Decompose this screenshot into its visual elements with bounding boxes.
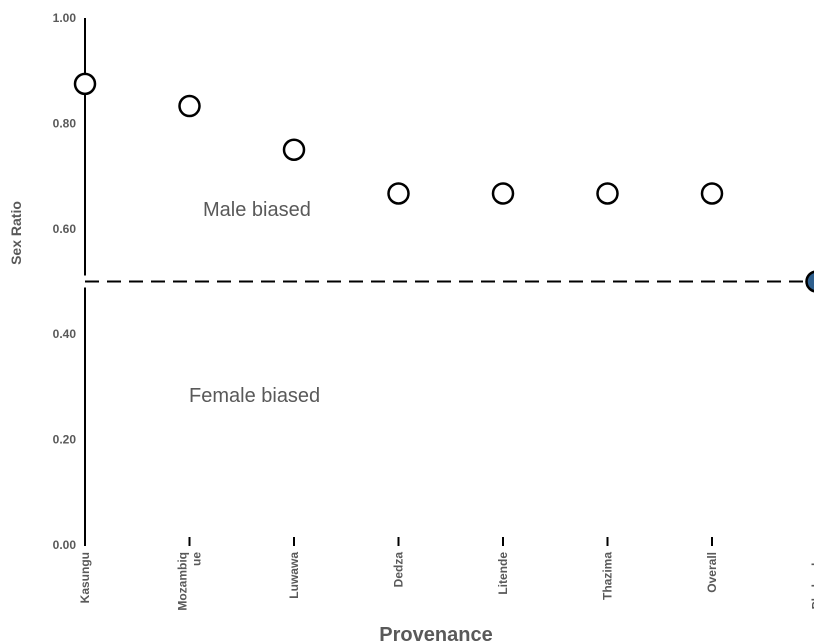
x-tick-label: Overall xyxy=(705,552,719,593)
y-tick-label: 0.20 xyxy=(53,433,77,447)
x-tick-label: Mozambiq xyxy=(176,552,190,611)
data-point-thazima xyxy=(596,182,619,205)
y-axis-title: Sex Ratio xyxy=(8,201,24,265)
data-point-kasungu xyxy=(73,72,97,96)
data-point-luwawa xyxy=(282,138,306,161)
x-tick-label: ue xyxy=(190,552,204,566)
x-axis-title: Provenance xyxy=(379,624,492,644)
data-point-overall xyxy=(700,182,724,205)
y-tick-label: 1.00 xyxy=(53,11,77,25)
x-tick-label: Dedza xyxy=(392,552,406,588)
data-point-phalombe xyxy=(805,270,814,293)
x-tick-label: Luwawa xyxy=(287,552,301,599)
female-biased-annotation: Female biased xyxy=(189,385,320,407)
data-point-dedza xyxy=(387,182,410,205)
x-axis: Kasungu Mozambiq ue Luwawa Dedza Litende Thazi… xyxy=(78,537,814,611)
male-biased-annotation: Male biased xyxy=(203,199,311,221)
y-tick-label: 0.60 xyxy=(53,222,77,236)
data-point-mozambique xyxy=(178,94,201,118)
y-axis: 0.00 0.20 0.40 0.60 0.80 1.00 xyxy=(53,11,86,552)
y-tick-label: 0.80 xyxy=(53,116,77,130)
x-tick-label: Thazima xyxy=(601,552,615,600)
y-tick-label: 0.00 xyxy=(53,538,77,552)
data-points xyxy=(73,72,814,293)
data-point-litende xyxy=(491,182,515,205)
x-tick-label: Kasungu xyxy=(78,552,92,603)
y-tick-label: 0.40 xyxy=(53,327,77,341)
x-tick-label: Litende xyxy=(496,552,510,595)
x-tick-label: Phalombe xyxy=(810,552,814,610)
